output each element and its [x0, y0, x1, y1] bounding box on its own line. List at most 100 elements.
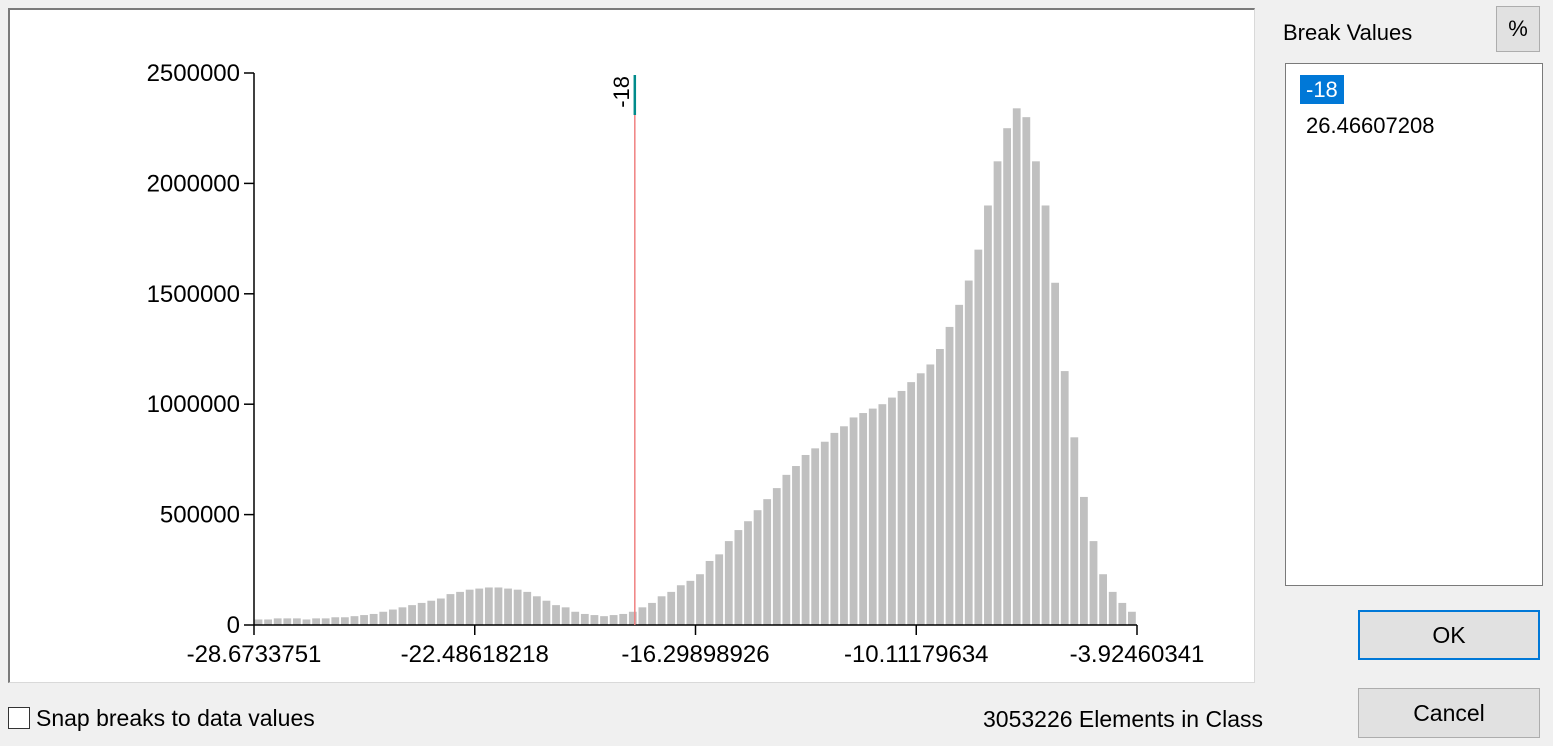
histogram-bar	[936, 349, 944, 625]
break-value-item[interactable]: -18	[1300, 72, 1542, 108]
histogram-bar	[436, 598, 445, 625]
histogram-bar	[1099, 574, 1108, 625]
histogram-bar	[916, 373, 925, 625]
histogram-bar	[993, 161, 1002, 625]
histogram-bar	[1080, 496, 1088, 625]
x-tick-label: -16.29898926	[621, 641, 769, 668]
histogram-bar	[964, 280, 973, 625]
histogram-bar	[1041, 205, 1050, 626]
y-tick-label: 2500000	[147, 60, 240, 87]
histogram-bar	[1060, 371, 1069, 625]
histogram-bar	[427, 600, 436, 625]
percent-button[interactable]: %	[1496, 6, 1540, 52]
histogram-bar	[321, 618, 330, 625]
histogram-bar	[753, 510, 762, 625]
histogram-bar	[628, 611, 637, 625]
histogram-bar	[686, 580, 695, 625]
histogram-bar	[542, 600, 551, 625]
histogram-bar	[1108, 591, 1117, 625]
histogram-bar	[926, 364, 935, 625]
histogram-bar	[1089, 541, 1098, 625]
y-tick-label: 0	[227, 612, 240, 639]
histogram-bar	[552, 605, 560, 625]
cancel-button[interactable]: Cancel	[1358, 688, 1540, 738]
histogram-bar	[984, 205, 992, 626]
histogram-bar	[955, 304, 964, 625]
histogram-bar	[907, 382, 916, 625]
histogram-bar	[360, 615, 368, 625]
histogram-bar	[398, 607, 407, 625]
y-tick-label: 1000000	[147, 391, 240, 418]
y-tick-label: 500000	[160, 502, 240, 529]
histogram-bar	[734, 530, 743, 625]
histogram-bar	[811, 448, 820, 625]
histogram-bar	[369, 613, 378, 625]
histogram-bar	[1118, 602, 1127, 625]
histogram-bar	[878, 404, 887, 625]
break-value-item[interactable]: 26.46607208	[1306, 113, 1435, 138]
break-values-list[interactable]: -18 26.46607208	[1285, 63, 1543, 586]
histogram-bar	[1012, 108, 1021, 625]
histogram-bar	[974, 249, 983, 625]
break-line-label: -18	[609, 76, 634, 108]
histogram-bar	[1070, 437, 1079, 625]
histogram-bar	[830, 432, 839, 625]
histogram-bar	[888, 397, 896, 625]
histogram-bar	[744, 521, 752, 625]
histogram-bar	[408, 605, 416, 625]
histogram-chart[interactable]: 0 500000 1000000 1500000 2000000 2500000 -28.6…	[10, 10, 1255, 683]
histogram-bar	[1051, 282, 1060, 625]
histogram-bar	[513, 589, 522, 625]
x-tick-label: -28.6733751	[187, 641, 322, 668]
histogram-bar	[657, 596, 666, 625]
histogram-bar	[782, 474, 791, 625]
histogram-bar	[302, 619, 311, 625]
snap-breaks-label[interactable]: Snap breaks to data values	[36, 704, 315, 731]
histogram-bar	[331, 617, 340, 625]
histogram-bar	[724, 541, 733, 625]
histogram-bar	[820, 441, 829, 625]
break-values-header: Break Values	[1283, 20, 1413, 45]
histogram-bar	[388, 609, 397, 625]
elements-in-class-label: 3053226 Elements in Class	[983, 706, 1263, 732]
histogram-bar	[638, 607, 647, 625]
histogram-bar	[312, 618, 320, 625]
histogram-bar	[945, 326, 954, 625]
histogram-bar	[580, 613, 589, 625]
histogram-bar	[475, 588, 484, 625]
histogram-bar	[532, 596, 541, 625]
snap-breaks-checkbox[interactable]	[8, 707, 30, 729]
ok-button[interactable]: OK	[1358, 610, 1540, 660]
histogram-bar	[417, 602, 426, 625]
histogram-bar	[571, 611, 580, 625]
histogram-bar	[696, 574, 704, 625]
histogram-bar	[772, 488, 781, 625]
histogram-bar	[465, 589, 474, 625]
histogram-bar	[561, 607, 570, 625]
histogram-bar	[264, 619, 272, 625]
histogram-bar	[792, 466, 800, 625]
histogram-bar	[1022, 117, 1031, 625]
histogram-bar	[648, 602, 656, 625]
histogram-bar	[1032, 161, 1040, 625]
histogram-bar	[897, 390, 906, 625]
y-tick-label: 2000000	[147, 170, 240, 197]
histogram-bar	[273, 618, 282, 625]
histogram-bar	[705, 560, 714, 625]
histogram-bar	[1128, 611, 1136, 625]
histogram-bar	[609, 615, 618, 625]
histogram-panel[interactable]: 0 500000 1000000 1500000 2000000 2500000 -28.6…	[8, 8, 1255, 683]
histogram-bar	[715, 554, 724, 625]
histogram-bar	[484, 587, 493, 625]
histogram-bar	[849, 417, 858, 625]
histogram-bar	[859, 413, 868, 625]
histogram-bar	[868, 408, 877, 625]
histogram-bar	[600, 616, 608, 625]
histogram-bar	[494, 587, 503, 625]
histogram-bar	[456, 591, 464, 625]
histogram-bar	[667, 591, 676, 625]
histogram-bar	[283, 618, 292, 625]
x-tick-label: -10.11179634	[844, 641, 989, 668]
x-tick-label: -3.92460341	[1070, 641, 1205, 668]
histogram-bar	[350, 616, 359, 625]
